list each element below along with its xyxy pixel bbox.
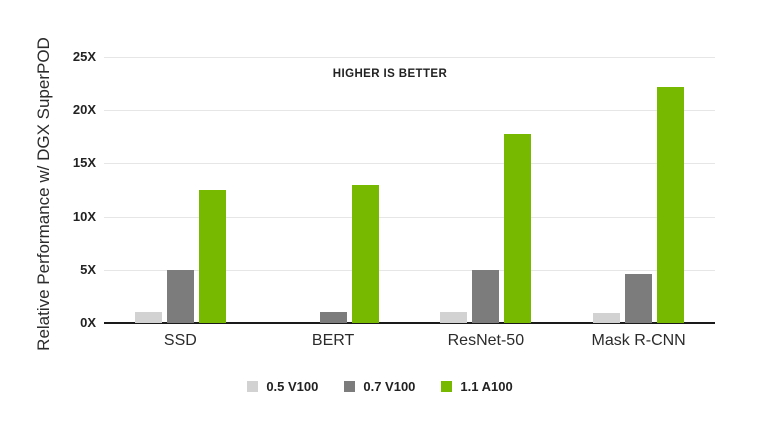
x-axis-line <box>104 322 715 324</box>
plot-area <box>104 57 715 324</box>
category-label: ResNet-50 <box>447 332 525 349</box>
legend-swatch <box>344 381 356 392</box>
y-tick-label: 5X <box>80 261 96 277</box>
bar-1-1-a100 <box>504 133 532 323</box>
bar-0-5-v100 <box>440 312 468 323</box>
legend-item: 0.5 V100 <box>247 379 318 394</box>
bar-group-ssd <box>104 57 257 323</box>
y-axis-title: Relative Performance w/ DGX SuperPOD <box>34 37 53 351</box>
bar-0-7-v100 <box>319 312 347 323</box>
legend-swatch <box>441 381 453 392</box>
bar-group-mask-r-cnn <box>562 57 715 323</box>
gridline <box>104 163 715 165</box>
legend: 0.5 V100 0.7 V100 1.1 A100 <box>0 379 760 394</box>
gridline <box>104 57 715 58</box>
y-tick-label: 15X <box>72 155 96 171</box>
bar-0-7-v100 <box>472 269 500 323</box>
bar-1-1-a100 <box>351 184 379 323</box>
bar-0-7-v100 <box>166 269 194 323</box>
category-label: BERT <box>311 332 355 349</box>
legend-label: 1.1 A100 <box>460 379 513 394</box>
bar-1-1-a100 <box>198 190 226 323</box>
legend-item: 1.1 A100 <box>441 379 513 394</box>
legend-label: 0.7 V100 <box>363 379 416 394</box>
bar-group-resnet-50 <box>410 57 563 323</box>
category-label: Mask R-CNN <box>591 332 686 349</box>
category-label: SSD <box>163 332 197 349</box>
bar-group-bert <box>257 57 410 323</box>
bar-0-5-v100 <box>593 313 621 323</box>
y-tick-label: 10X <box>72 208 96 224</box>
legend-label: 0.5 V100 <box>266 379 319 394</box>
y-tick-label: 25X <box>72 49 96 64</box>
gridline <box>104 110 715 112</box>
gridline <box>104 216 715 218</box>
bar-0-7-v100 <box>625 274 653 323</box>
y-tick-label: 0X <box>80 315 96 330</box>
legend-swatch <box>247 381 259 392</box>
y-tick-label: 20X <box>72 102 96 118</box>
bar-0-5-v100 <box>134 312 162 323</box>
bar-1-1-a100 <box>657 86 685 323</box>
legend-item: 0.7 V100 <box>344 379 415 394</box>
higher-is-better-note: HIGHER IS BETTER <box>332 68 448 80</box>
gridline <box>104 269 715 271</box>
